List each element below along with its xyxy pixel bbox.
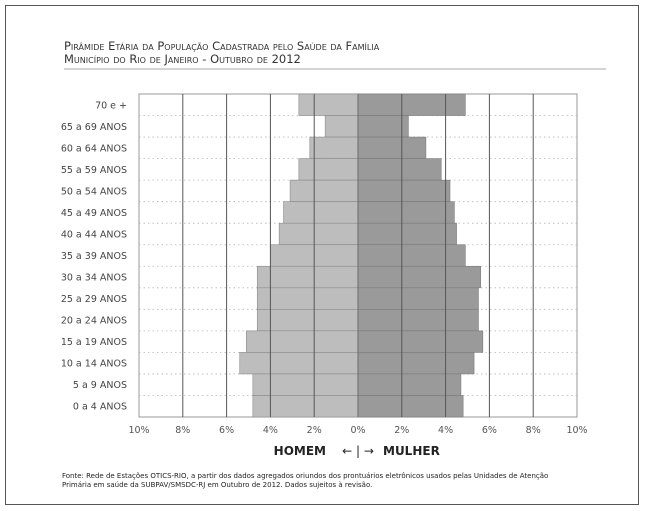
bar-mulher (357, 222, 457, 246)
category-label: 10 a 14 ANOS (61, 359, 127, 370)
category-label: 60 a 64 ANOS (61, 143, 127, 154)
source-note-line-1: Fonte: Rede de Estações OTICS-RIO, a par… (62, 472, 548, 480)
category-label: 70 e + (95, 100, 127, 111)
category-label: 5 a 9 ANOS (73, 380, 127, 391)
chart-title-line-2: Município do Rio de Janeiro - Outubro de… (64, 52, 301, 66)
bar-mulher (357, 395, 464, 418)
x-tick-label: 4% (438, 425, 453, 436)
source-note-line-2: Primária em saúde da SUBPAV/SMSDC-RJ em … (62, 481, 372, 489)
x-tick-label: 2% (394, 425, 409, 436)
bar-mulher (357, 93, 466, 116)
x-tick-label: 4% (263, 425, 278, 436)
xlabel-homem: HOMEM (274, 444, 326, 458)
bar-mulher (357, 201, 455, 224)
bar-mulher (357, 158, 442, 181)
category-label: 55 a 59 ANOS (61, 165, 127, 176)
bar-homem (252, 395, 359, 418)
bar-mulher (357, 179, 451, 202)
x-tick-label: 0% (350, 425, 365, 436)
category-label: 65 a 69 ANOS (61, 122, 127, 133)
bar-mulher (357, 287, 479, 310)
category-label: 30 a 34 ANOS (61, 273, 127, 284)
bar-homem (298, 93, 359, 116)
x-tick-label: 8% (526, 425, 541, 436)
xlabel-mulher: MULHER (383, 444, 440, 458)
bar-homem (239, 352, 359, 375)
category-label: 45 a 49 ANOS (61, 208, 127, 219)
bar-homem (246, 330, 359, 353)
bar-homem (309, 136, 359, 159)
chart-title-line-1: Pirâmide Etária da População Cadastrada … (64, 39, 380, 53)
xlabel-arrow: ← | → (342, 444, 374, 458)
bar-homem (278, 222, 359, 246)
bar-homem (298, 158, 359, 181)
bar-homem (324, 115, 359, 138)
category-label: 25 a 29 ANOS (61, 294, 127, 305)
x-tick-label: 10% (566, 425, 587, 436)
bar-homem (252, 373, 359, 396)
x-tick-label: 6% (219, 425, 234, 436)
bar-mulher (357, 352, 475, 375)
bar-homem (256, 309, 359, 332)
bar-mulher (357, 265, 481, 289)
x-tick-label: 2% (307, 425, 322, 436)
bar-homem (283, 201, 359, 224)
bar-homem (256, 287, 359, 310)
bar-mulher (357, 136, 427, 159)
category-label: 15 a 19 ANOS (61, 337, 127, 348)
x-tick-label: 6% (482, 425, 497, 436)
bar-mulher (357, 309, 479, 332)
x-tick-label: 10% (128, 425, 149, 436)
category-label: 20 a 24 ANOS (61, 316, 127, 327)
category-label: 35 a 39 ANOS (61, 251, 127, 262)
bar-homem (289, 179, 359, 202)
bar-homem (256, 265, 359, 289)
x-tick-label: 8% (175, 425, 190, 436)
bar-mulher (357, 115, 409, 138)
bar-mulher (357, 244, 466, 267)
category-label: 0 a 4 ANOS (73, 402, 127, 413)
category-label: 40 a 44 ANOS (61, 229, 127, 240)
category-label: 50 a 54 ANOS (61, 186, 127, 197)
bar-mulher (357, 330, 484, 353)
